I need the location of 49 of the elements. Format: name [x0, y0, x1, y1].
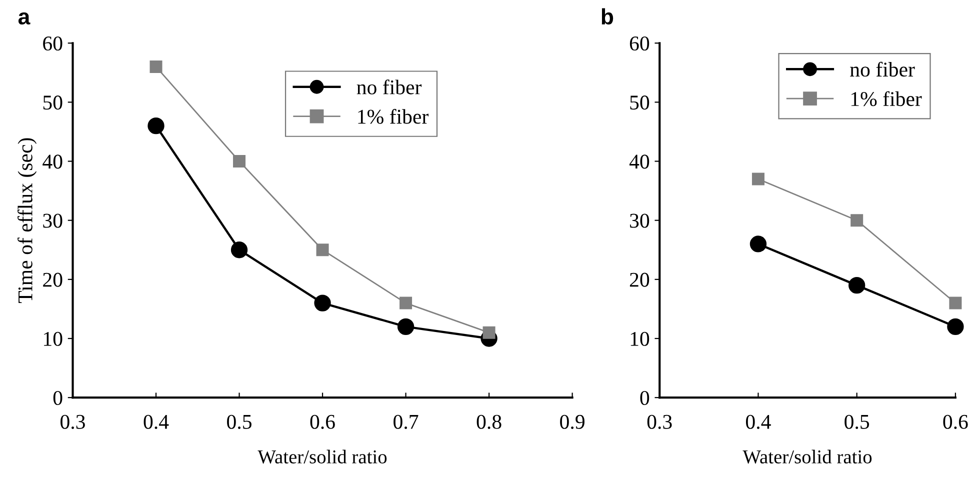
y-tick-label: 0: [640, 390, 650, 406]
point: [947, 318, 964, 336]
point: [397, 318, 414, 336]
legend-label: no fiber: [850, 62, 915, 77]
point: [150, 60, 162, 73]
point: [400, 296, 412, 310]
x-tick-label: 0.8: [476, 414, 502, 429]
point: [750, 236, 767, 252]
x-tick-label: 0.3: [647, 414, 672, 429]
y-tick-label: 20: [43, 272, 62, 287]
x-axis-title: Water/solid ratio: [742, 450, 872, 464]
x-tick-label: 0.5: [227, 414, 252, 429]
point: [230, 242, 248, 258]
y-tick-label: 50: [630, 96, 650, 110]
point: [482, 326, 496, 339]
legend-label: no fiber: [356, 80, 422, 94]
point: [148, 117, 164, 134]
y-tick-label: 30: [43, 214, 62, 228]
point: [316, 244, 329, 256]
x-tick-label: 0.3: [60, 414, 85, 429]
point: [314, 294, 331, 312]
point: [752, 172, 764, 186]
x-tick-label: 0.7: [394, 414, 418, 429]
chart-title: b: [602, 8, 614, 25]
x-tick-label: 0.5: [844, 414, 870, 429]
x-tick-label: 0.9: [560, 414, 584, 429]
legend-label: 1% fiber: [358, 108, 428, 124]
y-tick-label: 0: [53, 390, 62, 406]
y-tick-label: 40: [629, 154, 650, 169]
y-tick-label: 30: [630, 214, 650, 228]
y-tick-label: 60: [43, 36, 62, 51]
y-tick-label: 10: [630, 332, 650, 346]
point: [850, 214, 864, 227]
x-tick-label: 0.6: [943, 414, 968, 429]
y-tick-label: 10: [44, 332, 62, 346]
chart-title: a: [18, 12, 30, 25]
point: [233, 155, 246, 168]
legend-label: 1% fiber: [851, 91, 922, 106]
point: [848, 276, 866, 294]
x-axis-title: Water/solid ratio: [258, 450, 387, 464]
y-tick-label: 50: [43, 96, 62, 110]
point: [949, 296, 962, 310]
x-tick-label: 0.4: [144, 414, 169, 429]
x-tick-label: 0.6: [310, 414, 335, 429]
y-tick-label: 20: [630, 272, 650, 287]
y-tick-label: 60: [630, 36, 650, 51]
y-axis-title: Time of efflux (sec): [18, 138, 37, 303]
y-tick-label: 40: [42, 154, 62, 169]
x-tick-label: 0.4: [746, 414, 771, 429]
